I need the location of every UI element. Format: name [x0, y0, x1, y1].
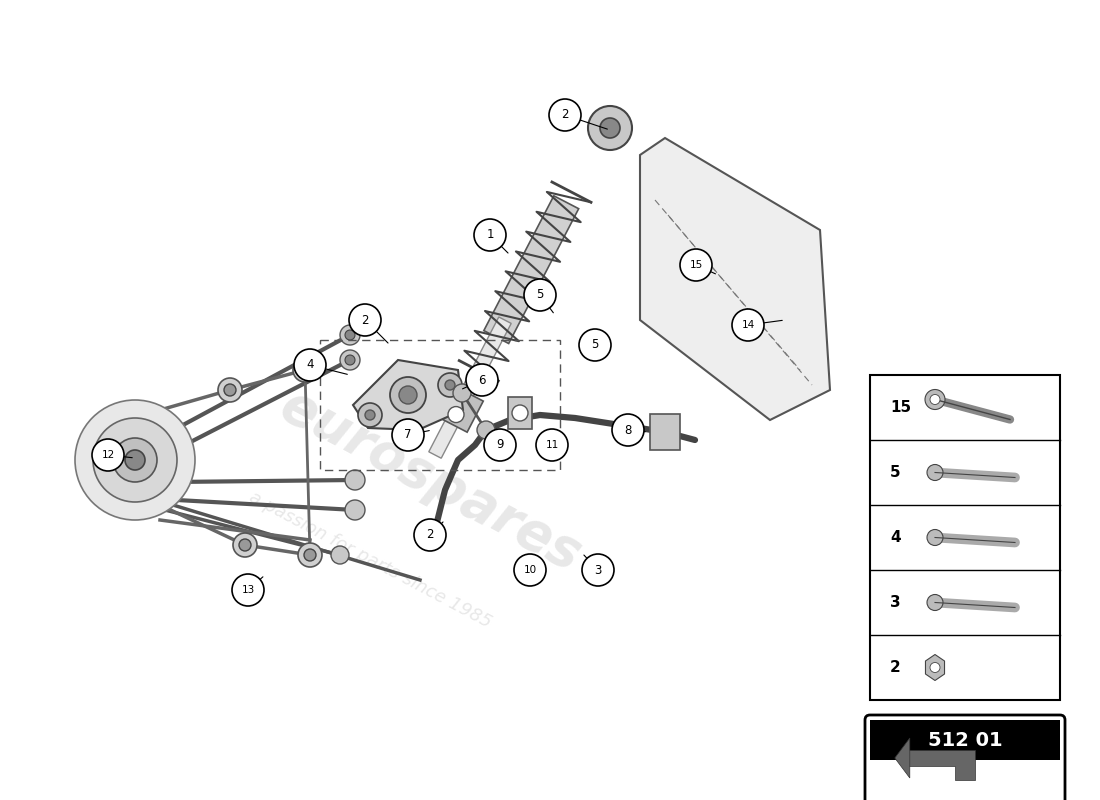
Text: 2: 2: [561, 109, 569, 122]
Text: 2: 2: [427, 529, 433, 542]
Text: 13: 13: [241, 585, 254, 595]
Text: 4: 4: [890, 530, 901, 545]
Polygon shape: [640, 138, 830, 420]
Text: 2: 2: [890, 660, 901, 675]
Circle shape: [446, 380, 455, 390]
Circle shape: [239, 539, 251, 551]
Circle shape: [474, 219, 506, 251]
Circle shape: [732, 309, 764, 341]
Text: 9: 9: [496, 438, 504, 451]
Text: 3: 3: [594, 563, 602, 577]
Circle shape: [927, 530, 943, 546]
Circle shape: [392, 419, 424, 451]
Circle shape: [299, 364, 311, 376]
Circle shape: [536, 429, 568, 461]
Circle shape: [448, 406, 464, 422]
Circle shape: [453, 384, 471, 402]
Text: 6: 6: [478, 374, 486, 386]
Circle shape: [927, 594, 943, 610]
Text: 12: 12: [101, 450, 114, 460]
Circle shape: [298, 543, 322, 567]
Polygon shape: [508, 397, 532, 429]
Polygon shape: [650, 414, 680, 450]
Text: 15: 15: [890, 400, 911, 415]
Circle shape: [232, 574, 264, 606]
Polygon shape: [436, 385, 483, 432]
Circle shape: [218, 378, 242, 402]
Circle shape: [414, 519, 446, 551]
Circle shape: [94, 418, 177, 502]
Text: 10: 10: [524, 565, 537, 575]
Circle shape: [340, 350, 360, 370]
Circle shape: [927, 465, 943, 481]
Circle shape: [345, 470, 365, 490]
Text: 1: 1: [486, 229, 494, 242]
Text: 3: 3: [890, 595, 901, 610]
Text: 11: 11: [546, 440, 559, 450]
Circle shape: [293, 358, 317, 382]
Circle shape: [514, 554, 546, 586]
Circle shape: [680, 249, 712, 281]
Polygon shape: [429, 317, 512, 458]
Polygon shape: [353, 360, 463, 430]
Circle shape: [331, 546, 349, 564]
Text: 15: 15: [690, 260, 703, 270]
Circle shape: [600, 118, 620, 138]
Circle shape: [925, 390, 945, 410]
Circle shape: [582, 554, 614, 586]
Circle shape: [438, 373, 462, 397]
Circle shape: [399, 386, 417, 404]
Text: 5: 5: [537, 289, 543, 302]
Text: 5: 5: [890, 465, 901, 480]
Polygon shape: [894, 738, 910, 778]
Circle shape: [340, 325, 360, 345]
FancyBboxPatch shape: [865, 715, 1065, 800]
Text: 512 01: 512 01: [927, 730, 1002, 750]
Circle shape: [579, 329, 610, 361]
Circle shape: [304, 549, 316, 561]
Circle shape: [345, 330, 355, 340]
Circle shape: [466, 364, 498, 396]
Circle shape: [612, 414, 643, 446]
Text: eurospares: eurospares: [271, 378, 590, 582]
Text: 4: 4: [306, 358, 313, 371]
Circle shape: [294, 349, 326, 381]
Text: 8: 8: [625, 423, 631, 437]
Circle shape: [233, 533, 257, 557]
Text: 14: 14: [741, 320, 755, 330]
Polygon shape: [905, 750, 975, 780]
Circle shape: [512, 405, 528, 421]
Circle shape: [75, 400, 195, 520]
Circle shape: [930, 394, 940, 405]
Circle shape: [349, 304, 381, 336]
Circle shape: [345, 355, 355, 365]
Circle shape: [524, 279, 556, 311]
Circle shape: [224, 384, 236, 396]
Polygon shape: [925, 654, 945, 681]
Circle shape: [549, 99, 581, 131]
Polygon shape: [484, 196, 579, 343]
Text: 7: 7: [405, 429, 411, 442]
Text: 2: 2: [361, 314, 368, 326]
Circle shape: [588, 106, 632, 150]
Circle shape: [92, 439, 124, 471]
Circle shape: [484, 429, 516, 461]
Circle shape: [365, 410, 375, 420]
Circle shape: [390, 377, 426, 413]
Circle shape: [477, 421, 495, 439]
Circle shape: [345, 500, 365, 520]
Text: 5: 5: [592, 338, 598, 351]
Circle shape: [125, 450, 145, 470]
FancyBboxPatch shape: [870, 720, 1060, 760]
Text: a passion for parts since 1985: a passion for parts since 1985: [245, 488, 494, 632]
Circle shape: [113, 438, 157, 482]
Circle shape: [358, 403, 382, 427]
Circle shape: [930, 662, 940, 673]
